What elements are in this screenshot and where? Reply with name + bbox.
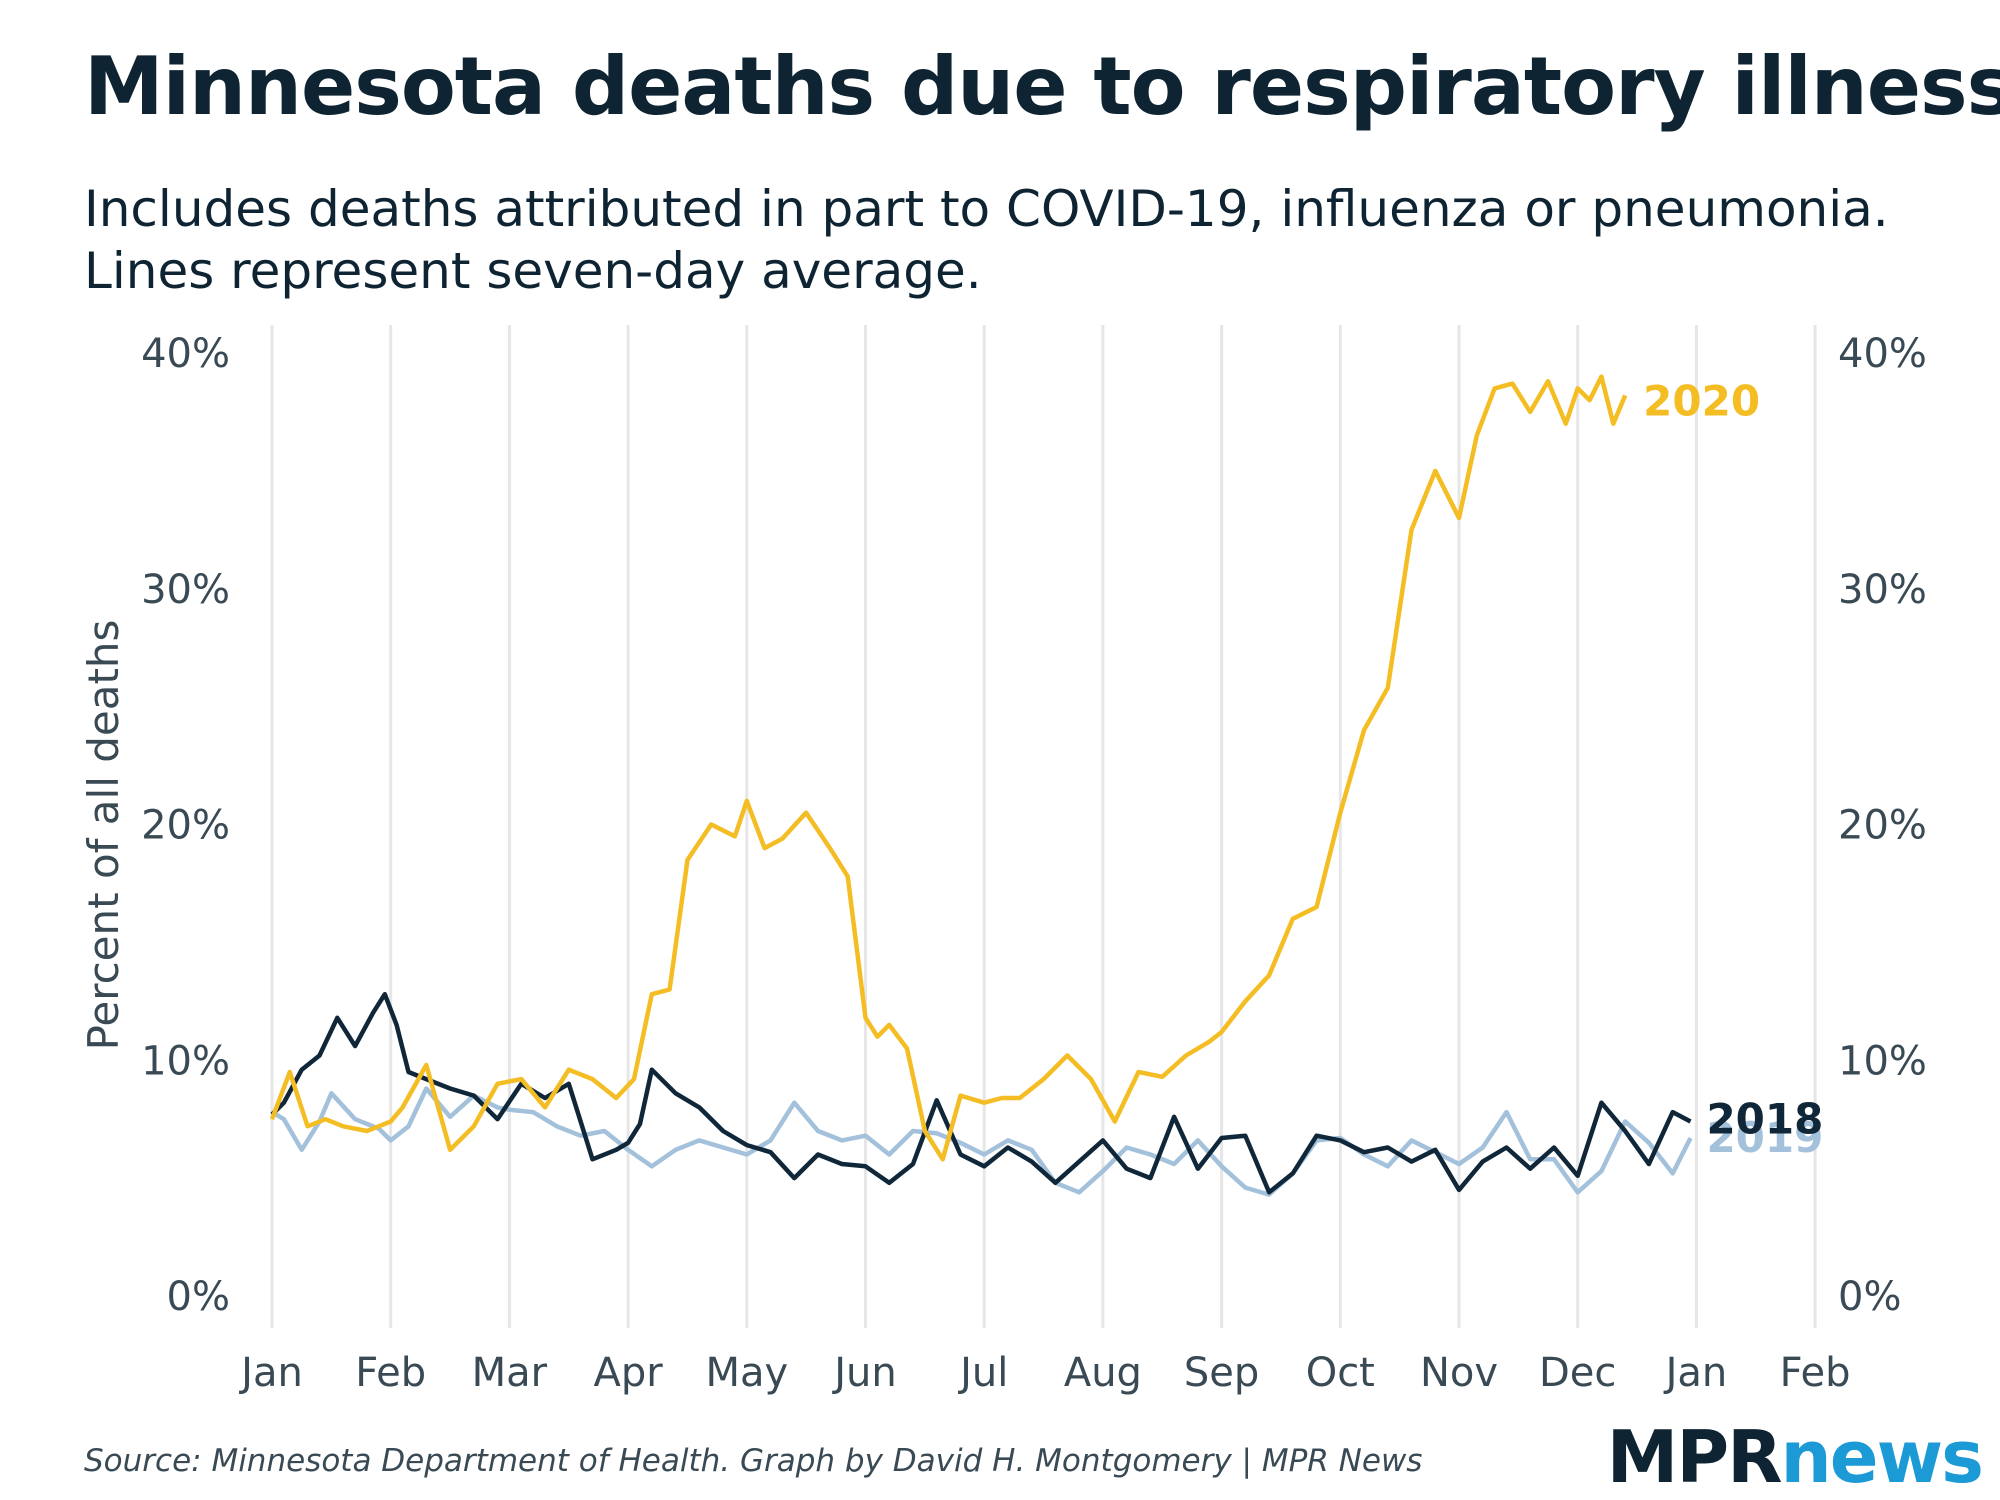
series-label-2019: 2019 — [1706, 1113, 1823, 1162]
x-tick-label: Nov — [1420, 1350, 1498, 1396]
y-axis-right: 0% 10% 20% 30% 40% — [1838, 331, 1927, 1320]
y-axis-label: Percent of all deaths — [79, 620, 128, 1051]
x-tick-label: Mar — [472, 1350, 548, 1396]
series-line-2018 — [270, 991, 1692, 1195]
series-label-2018: 2018 — [1706, 1095, 1823, 1144]
x-tick-label: Aug — [1064, 1350, 1142, 1396]
logo-news: news — [1780, 1415, 1984, 1499]
x-axis: Jan Feb Mar Apr May Jun Jul Aug Sep Oct Nov Dec Jan F… — [238, 1350, 1850, 1396]
source-note: Source: Minnesota Department of Health. … — [84, 1443, 1423, 1479]
subtitle-line-1: Includes deaths attributed in part to CO… — [84, 180, 1889, 238]
y-tick-label-right: 0% — [1838, 1274, 1901, 1320]
logo-mpr: MPR — [1606, 1415, 1783, 1499]
x-tick-label: Oct — [1306, 1350, 1375, 1396]
y-tick-label-left: 10% — [141, 1038, 230, 1084]
x-tick-label: Sep — [1184, 1350, 1259, 1396]
series-line-2020 — [269, 374, 1628, 1162]
gridlines — [270, 325, 1817, 1328]
y-axis-left: 0% 10% 20% 30% 40% — [141, 331, 230, 1320]
x-tick-label: Jan — [1663, 1350, 1728, 1396]
y-tick-label-left: 20% — [141, 803, 230, 849]
x-tick-label: Feb — [1780, 1350, 1851, 1396]
line-chart: 0% 10% 20% 30% 40% 0% 10% 20% 30% 40% Jan Feb Mar A… — [79, 325, 1927, 1396]
y-tick-label-left: 30% — [141, 567, 230, 613]
series-label-2020: 2020 — [1643, 376, 1760, 425]
x-tick-label: Feb — [355, 1350, 426, 1396]
chart-subtitle: Includes deaths attributed in part to CO… — [84, 178, 1889, 302]
y-tick-label-right: 40% — [1838, 331, 1927, 377]
y-tick-label-right: 10% — [1838, 1038, 1927, 1084]
y-tick-label-right: 20% — [1838, 803, 1927, 849]
subtitle-line-2: Lines represent seven-day average. — [84, 242, 982, 300]
chart-title: Minnesota deaths due to respiratory illn… — [84, 40, 2000, 133]
y-tick-label-left: 0% — [167, 1274, 230, 1320]
mpr-news-logo[interactable]: MPRnews — [1606, 1415, 1984, 1499]
series-lines — [269, 374, 1693, 1197]
x-tick-label: Jul — [957, 1350, 1008, 1396]
y-tick-label-right: 30% — [1838, 567, 1927, 613]
x-tick-label: Dec — [1539, 1350, 1616, 1396]
x-tick-label: May — [705, 1350, 788, 1396]
x-tick-label: Jan — [238, 1350, 303, 1396]
x-tick-label: Apr — [593, 1350, 663, 1396]
y-tick-label-left: 40% — [141, 331, 230, 377]
x-tick-label: Jun — [831, 1350, 897, 1396]
